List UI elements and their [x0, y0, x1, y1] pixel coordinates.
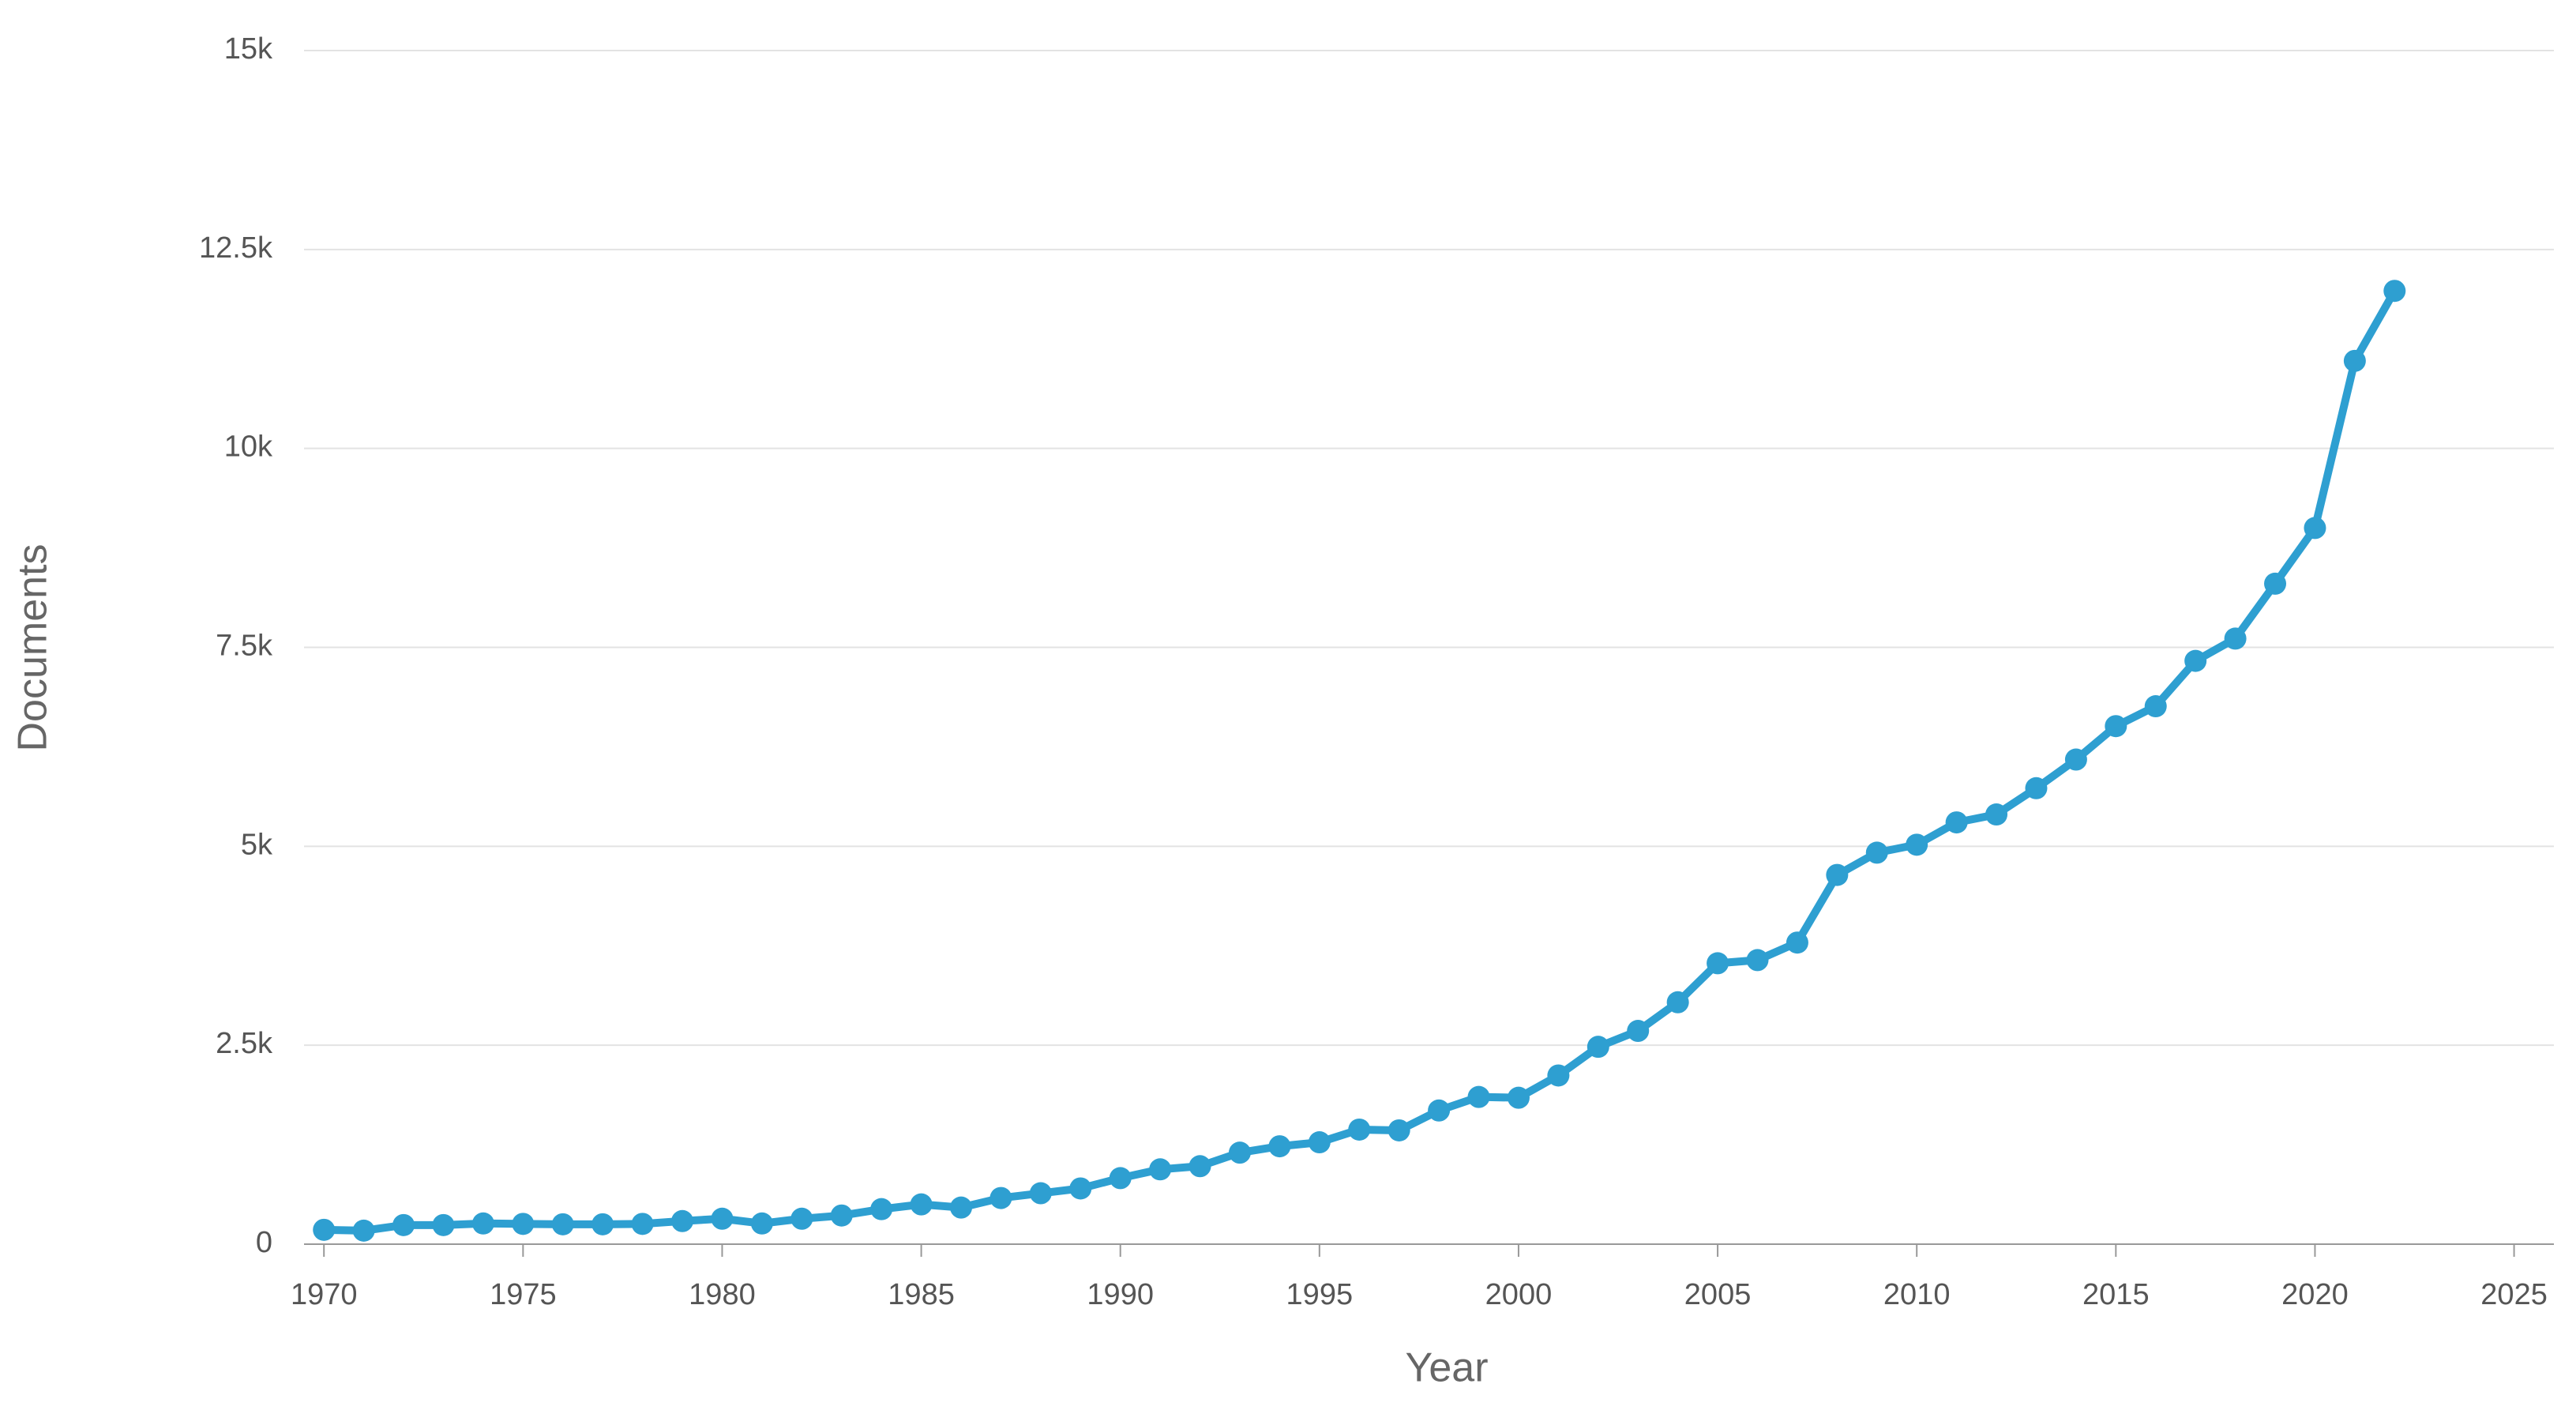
x-tick-label: 1995	[1286, 1278, 1354, 1311]
data-point	[1308, 1131, 1331, 1154]
x-tick-label: 2010	[1883, 1278, 1951, 1311]
data-point	[1786, 931, 1808, 954]
x-tick-label: 1980	[689, 1278, 756, 1311]
data-point	[1149, 1158, 1172, 1181]
data-point	[1627, 1020, 1650, 1043]
data-point	[950, 1196, 973, 1219]
x-tick-label: 2005	[1684, 1278, 1752, 1311]
data-point	[1666, 991, 1689, 1013]
x-tick-label: 2020	[2281, 1278, 2349, 1311]
data-point	[2224, 627, 2247, 650]
data-point	[1029, 1182, 1052, 1205]
data-point	[2144, 695, 2167, 718]
data-point	[392, 1213, 415, 1236]
data-point	[1428, 1099, 1451, 1122]
data-point	[1826, 863, 1849, 886]
data-point	[1069, 1177, 1092, 1200]
x-tick-label: 2025	[2480, 1278, 2548, 1311]
y-tick-label: 7.5k	[216, 630, 273, 663]
y-axis-title: Documents	[10, 544, 56, 752]
data-point	[1109, 1167, 1132, 1190]
data-point	[432, 1213, 455, 1236]
data-point	[671, 1209, 694, 1232]
data-point	[2383, 280, 2406, 303]
x-tick-label: 2015	[2082, 1278, 2150, 1311]
data-point	[1707, 952, 1729, 975]
data-point	[1228, 1141, 1251, 1164]
data-point	[352, 1219, 375, 1242]
data-point	[2025, 777, 2048, 799]
data-point	[711, 1207, 734, 1230]
data-point	[1268, 1135, 1291, 1158]
data-point	[1746, 949, 1769, 972]
y-tick-label: 10k	[224, 431, 273, 464]
data-point	[790, 1207, 813, 1230]
data-point	[2064, 748, 2087, 771]
data-point	[830, 1204, 853, 1227]
data-point	[870, 1198, 893, 1220]
x-tick-label: 1990	[1087, 1278, 1154, 1311]
data-point	[471, 1212, 494, 1235]
data-point	[2343, 349, 2366, 372]
data-point	[1945, 811, 1968, 834]
data-point	[2184, 649, 2207, 672]
data-point	[1388, 1119, 1410, 1141]
x-tick-label: 1975	[490, 1278, 557, 1311]
data-point	[1467, 1085, 1490, 1108]
data-point	[1348, 1118, 1371, 1141]
y-tick-label: 2.5k	[216, 1027, 273, 1060]
data-point	[1865, 841, 1888, 864]
y-tick-label: 5k	[241, 828, 273, 861]
data-point	[512, 1213, 535, 1235]
y-tick-label: 12.5k	[199, 231, 273, 265]
data-point	[1547, 1064, 1570, 1087]
data-point	[750, 1212, 773, 1235]
data-point	[1587, 1036, 1609, 1059]
x-tick-label: 2000	[1485, 1278, 1553, 1311]
data-point	[313, 1218, 336, 1241]
data-point	[2264, 572, 2287, 595]
data-point	[1188, 1155, 1211, 1178]
data-point	[1906, 833, 1928, 856]
data-point	[631, 1213, 654, 1235]
data-point	[1507, 1086, 1530, 1109]
data-point	[591, 1213, 614, 1235]
y-tick-label: 0	[256, 1226, 272, 1259]
data-point	[2304, 517, 2326, 540]
data-point	[1985, 803, 2008, 826]
data-point	[551, 1213, 574, 1235]
data-point	[2105, 715, 2127, 738]
data-point	[989, 1186, 1012, 1209]
y-tick-label: 15k	[224, 32, 273, 66]
x-axis-title: Year	[1405, 1345, 1488, 1391]
x-tick-label: 1985	[888, 1278, 955, 1311]
data-point	[910, 1193, 933, 1216]
x-tick-label: 1970	[291, 1278, 358, 1311]
